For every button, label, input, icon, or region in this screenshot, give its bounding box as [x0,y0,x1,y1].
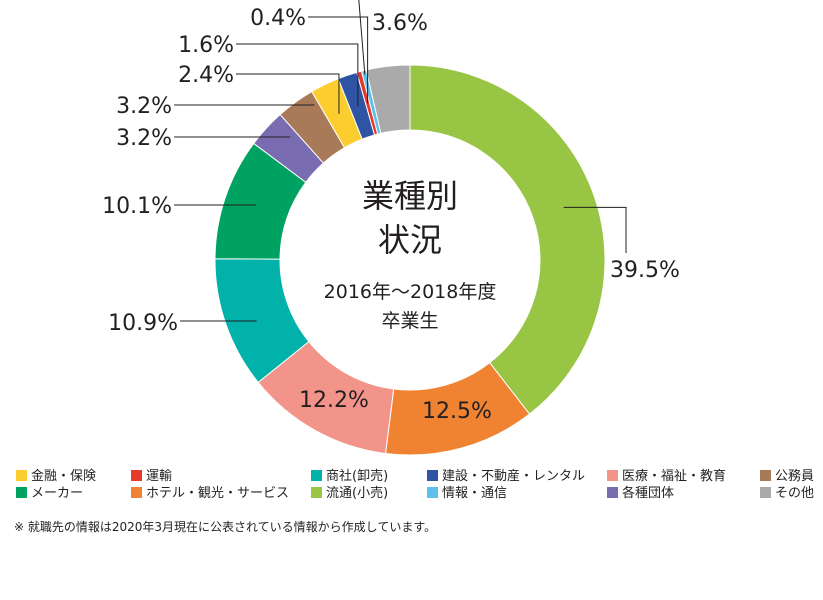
legend-label-1-2: 流通(小売) [326,485,388,501]
percent-label-6: 3.2% [116,94,172,119]
percent-label-0: 39.5% [610,258,680,283]
legend-label-1-1: ホテル・観光・サービス [146,486,289,501]
legend-swatch-1-0 [16,487,27,498]
leader-line-8 [236,43,359,107]
legend-label-1-0: メーカー [31,486,83,501]
legend-swatch-0-4 [607,470,618,481]
donut-slices [214,64,606,456]
legend-swatch-0-1 [131,470,142,481]
center-text: 業種別 状況 2016年～2018年度 卒業生 [324,177,497,332]
center-subtitle-line-1: 2016年～2018年度 [324,281,497,303]
leader-line-7 [236,73,340,114]
legend-label-1-4: 各種団体 [622,485,674,501]
percent-label-5: 3.2% [116,126,172,151]
legend-label-0-4: 医療・福祉・教育 [622,468,726,484]
percent-label-8: 1.6% [178,33,234,58]
center-subtitle-line-2: 卒業生 [381,310,438,332]
legend-swatch-0-0 [16,470,27,481]
leader-line-10 [358,0,366,75]
percent-labels: 39.5%12.5%12.2%10.9%10.1%3.2%3.2%2.4%1.6… [102,6,680,424]
legend-swatch-1-1 [131,487,142,498]
legend-label-0-5: 公務員 [775,469,814,484]
legend-label-1-3: 情報・通信 [442,486,507,501]
center-title-line-1: 業種別 [362,177,458,215]
percent-label-4: 10.1% [102,194,172,219]
legend-swatch-1-3 [427,487,438,498]
percent-label-9: 0.4% [250,6,306,31]
legend-label-0-3: 建設・不動産・レンタル [442,468,585,484]
legend-label-0-1: 運輸 [146,469,172,484]
legend-swatch-1-5 [760,487,771,498]
percent-label-7: 2.4% [178,63,234,88]
legend-swatch-1-4 [607,487,618,498]
percent-label-2: 12.2% [299,388,369,413]
legend-swatch-0-5 [760,470,771,481]
slice-0 [409,64,606,415]
leader-lines [174,0,627,322]
leader-line-9 [308,16,369,104]
legend-label-0-2: 商社(卸売) [326,468,388,484]
percent-label-1: 12.5% [422,399,492,424]
legend-swatch-1-2 [311,487,322,498]
legend-label-1-5: その他 [775,486,814,501]
percent-label-11: 3.6% [372,11,428,36]
legend-label-0-0: 金融・保険 [31,468,96,484]
legend-swatch-0-3 [427,470,438,481]
percent-label-3: 10.9% [108,311,178,336]
slice-11 [365,64,411,134]
leader-line-0 [563,206,627,253]
center-title-line-2: 状況 [378,221,442,259]
footnote: ※ 就職先の情報は2020年3月現在に公表されている情報から作成しています。 [14,520,436,534]
legend-swatch-0-2 [311,470,322,481]
